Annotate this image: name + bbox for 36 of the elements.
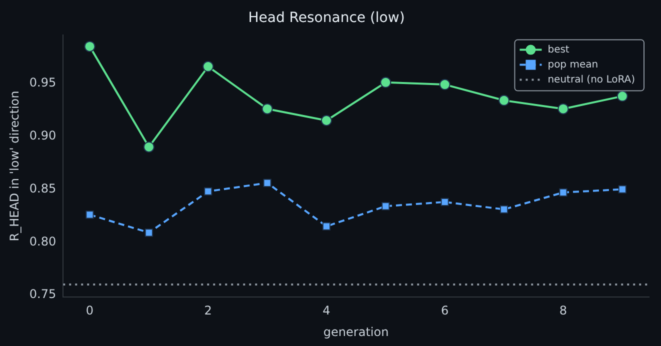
x-tick-label: 8 [559,304,568,318]
point [144,228,153,237]
point [616,90,628,102]
chart-title: Head Resonance (low) [248,10,405,26]
point [143,141,154,152]
y-tick-label: 0.85 [29,181,56,196]
legend-label: pop mean [548,59,598,70]
point [382,202,390,210]
point [86,210,94,219]
point [498,94,510,106]
point [202,61,214,72]
x-tick-label: 4 [322,304,330,318]
x-tick-label: 2 [204,304,212,318]
point [558,103,569,114]
point [204,187,212,196]
point [440,198,449,206]
point [439,79,450,90]
y-tick-label: 0.95 [29,76,56,90]
y-tick-label: 0.80 [29,234,56,248]
y-tick-label: 0.75 [29,287,56,302]
y-tick-label: 0.90 [29,128,56,142]
point [263,178,272,187]
point [322,222,331,230]
y-axis-title: R_HEAD in 'low' direction [7,90,22,242]
point [84,40,96,52]
x-tick-label: 0 [86,304,94,318]
point [500,205,508,214]
legend-label: neutral (no LoRA) [548,74,636,86]
point [618,185,626,194]
x-tick-label: 6 [441,304,449,318]
point [380,76,392,88]
legend-label: best [548,44,570,56]
point [262,103,273,114]
x-axis-title: generation [323,324,389,339]
point [559,188,568,196]
point [320,115,332,126]
